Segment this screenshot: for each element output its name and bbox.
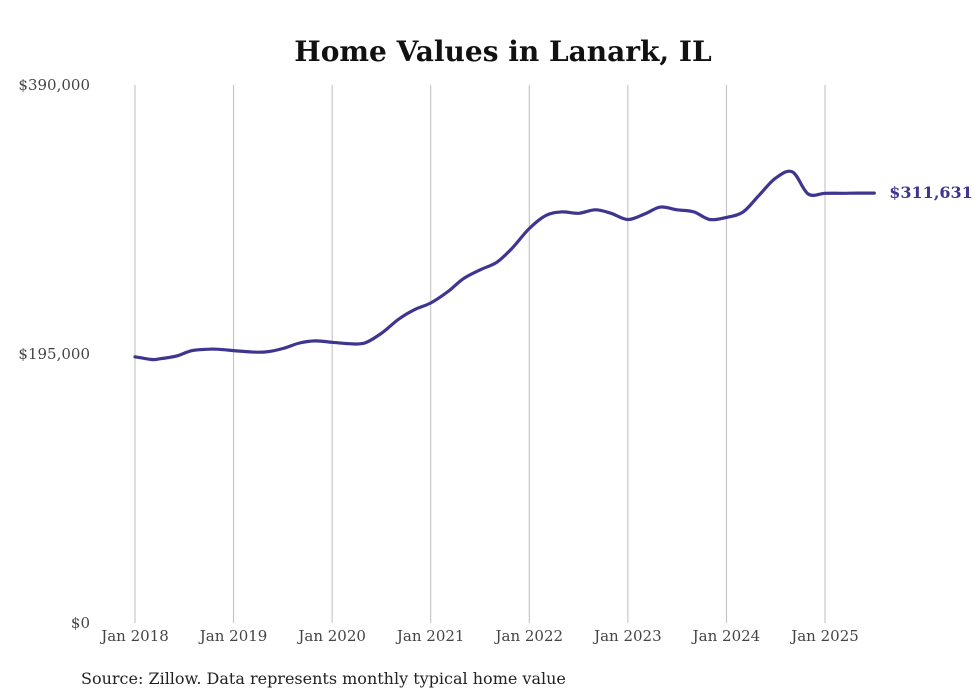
source-note: Source: Zillow. Data represents monthly … <box>81 669 566 688</box>
x-axis-ticks: Jan 2018 Jan 2019 Jan 2020 Jan 2021 Jan 2022… <box>99 627 859 645</box>
x-tick-label: Jan 2025 <box>789 627 859 645</box>
y-tick-label: $0 <box>71 614 90 632</box>
y-tick-label: $390,000 <box>18 76 90 94</box>
series-line <box>133 169 876 362</box>
x-tick-label: Jan 2021 <box>395 627 465 645</box>
x-gridlines <box>134 85 826 623</box>
x-tick-label: Jan 2023 <box>592 627 662 645</box>
y-axis-ticks: $0 $195,000 $390,000 <box>18 76 90 632</box>
chart-title: Home Values in Lanark, IL <box>294 35 712 68</box>
y-tick-label: $195,000 <box>18 345 90 363</box>
x-tick-label: Jan 2024 <box>691 627 761 645</box>
x-tick-label: Jan 2018 <box>99 627 169 645</box>
x-tick-label: Jan 2019 <box>198 627 268 645</box>
series-layer: $311,631 <box>133 169 973 362</box>
end-value-label: $311,631 <box>889 183 973 202</box>
x-tick-label: Jan 2022 <box>494 627 564 645</box>
x-tick-label: Jan 2020 <box>296 627 366 645</box>
